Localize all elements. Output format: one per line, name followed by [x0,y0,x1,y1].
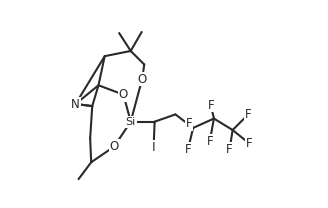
Text: Si: Si [126,117,136,127]
Text: F: F [185,143,191,156]
Text: O: O [137,73,147,85]
Text: F: F [226,143,233,156]
Text: F: F [208,99,214,111]
Text: F: F [186,117,192,130]
Text: F: F [245,108,252,121]
Text: O: O [119,88,128,101]
Text: N: N [71,98,80,110]
Text: O: O [110,140,119,153]
Text: I: I [152,141,155,154]
Text: F: F [246,137,253,150]
Text: F: F [206,135,213,148]
